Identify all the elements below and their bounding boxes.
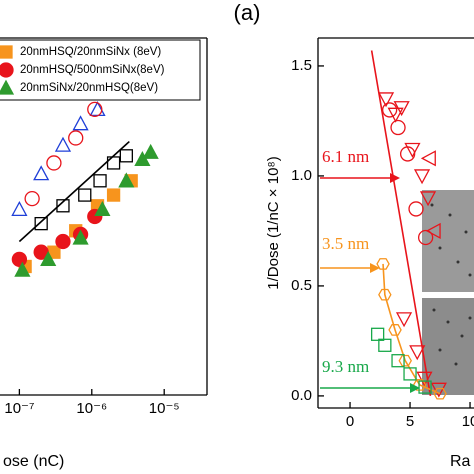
marker-triangle: [142, 143, 159, 159]
x-tick-label: 5: [406, 413, 414, 430]
annotation-arrowhead: [370, 263, 380, 273]
marker-square: [34, 216, 48, 231]
legend-label: 20nmSiNx/20nmHSQ(8eV): [20, 82, 158, 94]
plot: 0 5 10 0.0 0.5 1.0 1.5 Ra 1/Dose (1/nC × 10⁸) 6.1…: [265, 37, 474, 470]
series-line: [370, 50, 432, 397]
marker-circle: [408, 201, 424, 217]
y-tick-label: 1.5: [291, 57, 312, 74]
marker-circle: [11, 251, 28, 267]
marker-triangle-down: [395, 312, 413, 328]
marker-circle: [381, 102, 398, 118]
inset-dots: [430, 203, 472, 366]
x-tick-label: 10⁻⁶: [76, 400, 107, 417]
y-tick-label: 0.0: [291, 387, 312, 404]
marker-hexagon: [378, 288, 392, 301]
marker-triangle-down: [409, 345, 426, 361]
marker-triangle-down: [393, 101, 410, 117]
marker-square: [106, 156, 121, 170]
series-line: [18, 140, 130, 243]
inset-image: [422, 190, 474, 292]
plot: 10⁻⁷ 10⁻⁶ 10⁻⁵ ose (nC) 20nmHSQ/20nmSiNx (8e…: [0, 37, 208, 470]
marker-triangle-down: [413, 169, 431, 185]
y-axis-label: 1/Dose (1/nC × 10⁸): [265, 156, 282, 289]
marker-triangle-left: [425, 222, 441, 240]
marker-triangle-down: [430, 382, 447, 398]
marker-circle: [87, 101, 103, 118]
panel-label: (a): [234, 0, 261, 25]
marker-circle: [55, 233, 71, 250]
marker-triangle: [40, 250, 57, 266]
marker-triangle: [94, 200, 111, 217]
annotation-arrowhead: [390, 173, 400, 183]
marker-triangle: [14, 261, 31, 277]
marker-circle: [399, 146, 416, 162]
marker-triangle: [72, 115, 89, 131]
marker-triangle: [11, 200, 28, 217]
marker-square: [391, 354, 405, 368]
marker-square: [93, 174, 107, 188]
marker-triangle: [118, 172, 135, 188]
legend-label: 20nmHSQ/20nmSiNx (8eV): [20, 46, 161, 58]
x-tick-label: 0: [346, 413, 354, 430]
marker-triangle: [54, 136, 72, 152]
marker-triangle-down: [377, 92, 395, 108]
x-tick-label: 10: [462, 413, 474, 430]
marker-square: [418, 380, 432, 394]
marker-hexagon: [376, 258, 390, 270]
annotation: 3.5 nm: [322, 234, 369, 253]
marker-triangle-down: [404, 142, 421, 158]
x-tick-label: 10⁻⁵: [149, 400, 180, 417]
marker-square: [56, 199, 70, 213]
marker-triangle: [72, 229, 89, 245]
inset-image: [422, 298, 474, 395]
marker-square: [0, 45, 13, 59]
marker-square: [119, 149, 133, 163]
x-tick-label: 10⁻⁷: [4, 400, 34, 417]
marker-circle: [24, 190, 40, 207]
marker-hexagon: [388, 324, 402, 336]
marker-square: [78, 188, 92, 202]
x-axis-label: ose (nC): [3, 453, 64, 470]
marker-circle: [46, 155, 62, 171]
legend-label: 20nmHSQ/500nmSiNx(8eV): [20, 64, 165, 76]
annotation-arrowhead: [410, 383, 420, 393]
marker-square: [106, 188, 121, 202]
x-axis-label: Ra: [450, 453, 471, 470]
marker-triangle: [0, 79, 15, 95]
legend-box: [0, 39, 201, 101]
marker-circle: [390, 119, 406, 136]
inset-images: [422, 190, 474, 395]
marker-triangle-down: [419, 191, 437, 207]
y-tick-label: 0.5: [291, 277, 312, 294]
marker-circle: [417, 229, 434, 246]
marker-square: [403, 367, 417, 381]
marker-hexagon: [398, 354, 412, 367]
marker-triangle: [33, 165, 50, 181]
marker-square: [378, 338, 392, 352]
marker-circle: [0, 62, 14, 78]
annotation: 9.3 nm: [322, 357, 369, 376]
marker-triangle-left: [420, 150, 436, 167]
marker-hexagon: [433, 387, 447, 400]
marker-triangle-down: [416, 371, 433, 387]
annotation: 6.1 nm: [322, 147, 369, 166]
y-tick-label: 1.0: [291, 167, 312, 184]
marker-square: [370, 327, 385, 341]
marker-circle: [68, 130, 84, 146]
marker-triangle-down: [387, 107, 404, 123]
